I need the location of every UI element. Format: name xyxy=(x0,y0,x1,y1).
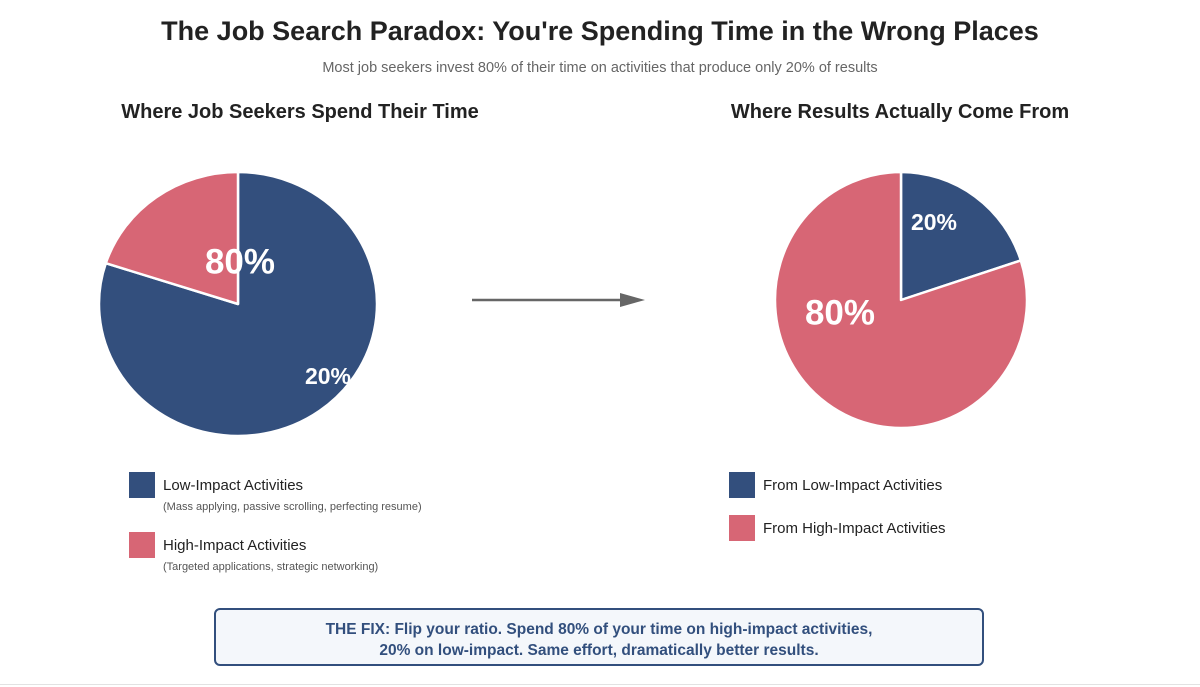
pie-slice-high-impact xyxy=(104,170,240,306)
legend-label: From Low-Impact Activities xyxy=(763,477,943,494)
right-chart-title: Where Results Actually Come From xyxy=(730,101,1070,123)
pie-slice-high-impact xyxy=(773,170,1029,430)
legend-swatch-high-impact xyxy=(129,532,155,558)
legend-label: High-Impact Activities xyxy=(163,537,307,554)
legend-swatch-low-impact xyxy=(129,472,155,498)
time-spent-pie-chart: 20% 80% xyxy=(97,170,379,438)
fix-callout: THE FIX: Flip your ratio. Spend 80% of y… xyxy=(214,608,984,666)
pie-slice-low-impact xyxy=(899,170,1023,302)
bottom-divider xyxy=(0,684,1200,685)
legend-description: (Mass applying, passive scrolling, perfe… xyxy=(163,501,422,513)
pie-label-high-impact: 80% xyxy=(805,293,875,332)
page-subtitle: Most job seekers invest 80% of their tim… xyxy=(322,60,878,76)
fix-line-2: 20% on low-impact. Same effort, dramatic… xyxy=(379,642,819,659)
arrow-right-icon xyxy=(472,293,645,307)
page-title: The Job Search Paradox: You're Spending … xyxy=(161,16,1039,46)
legend-swatch-high-impact xyxy=(729,515,755,541)
left-chart-title: Where Job Seekers Spend Their Time xyxy=(121,101,479,123)
legend-label: Low-Impact Activities xyxy=(163,477,304,494)
legend-description: (Targeted applications, strategic networ… xyxy=(163,561,379,573)
pie-label-high-impact: 80% xyxy=(205,242,275,281)
pie-label-low-impact: 20% xyxy=(305,363,351,389)
legend-label: From High-Impact Activities xyxy=(763,520,946,537)
legend-swatch-low-impact xyxy=(729,472,755,498)
fix-line-1: THE FIX: Flip your ratio. Spend 80% of y… xyxy=(325,621,873,638)
pie-label-low-impact: 20% xyxy=(911,209,957,235)
results-pie-chart: 20% 80% xyxy=(773,170,1029,430)
